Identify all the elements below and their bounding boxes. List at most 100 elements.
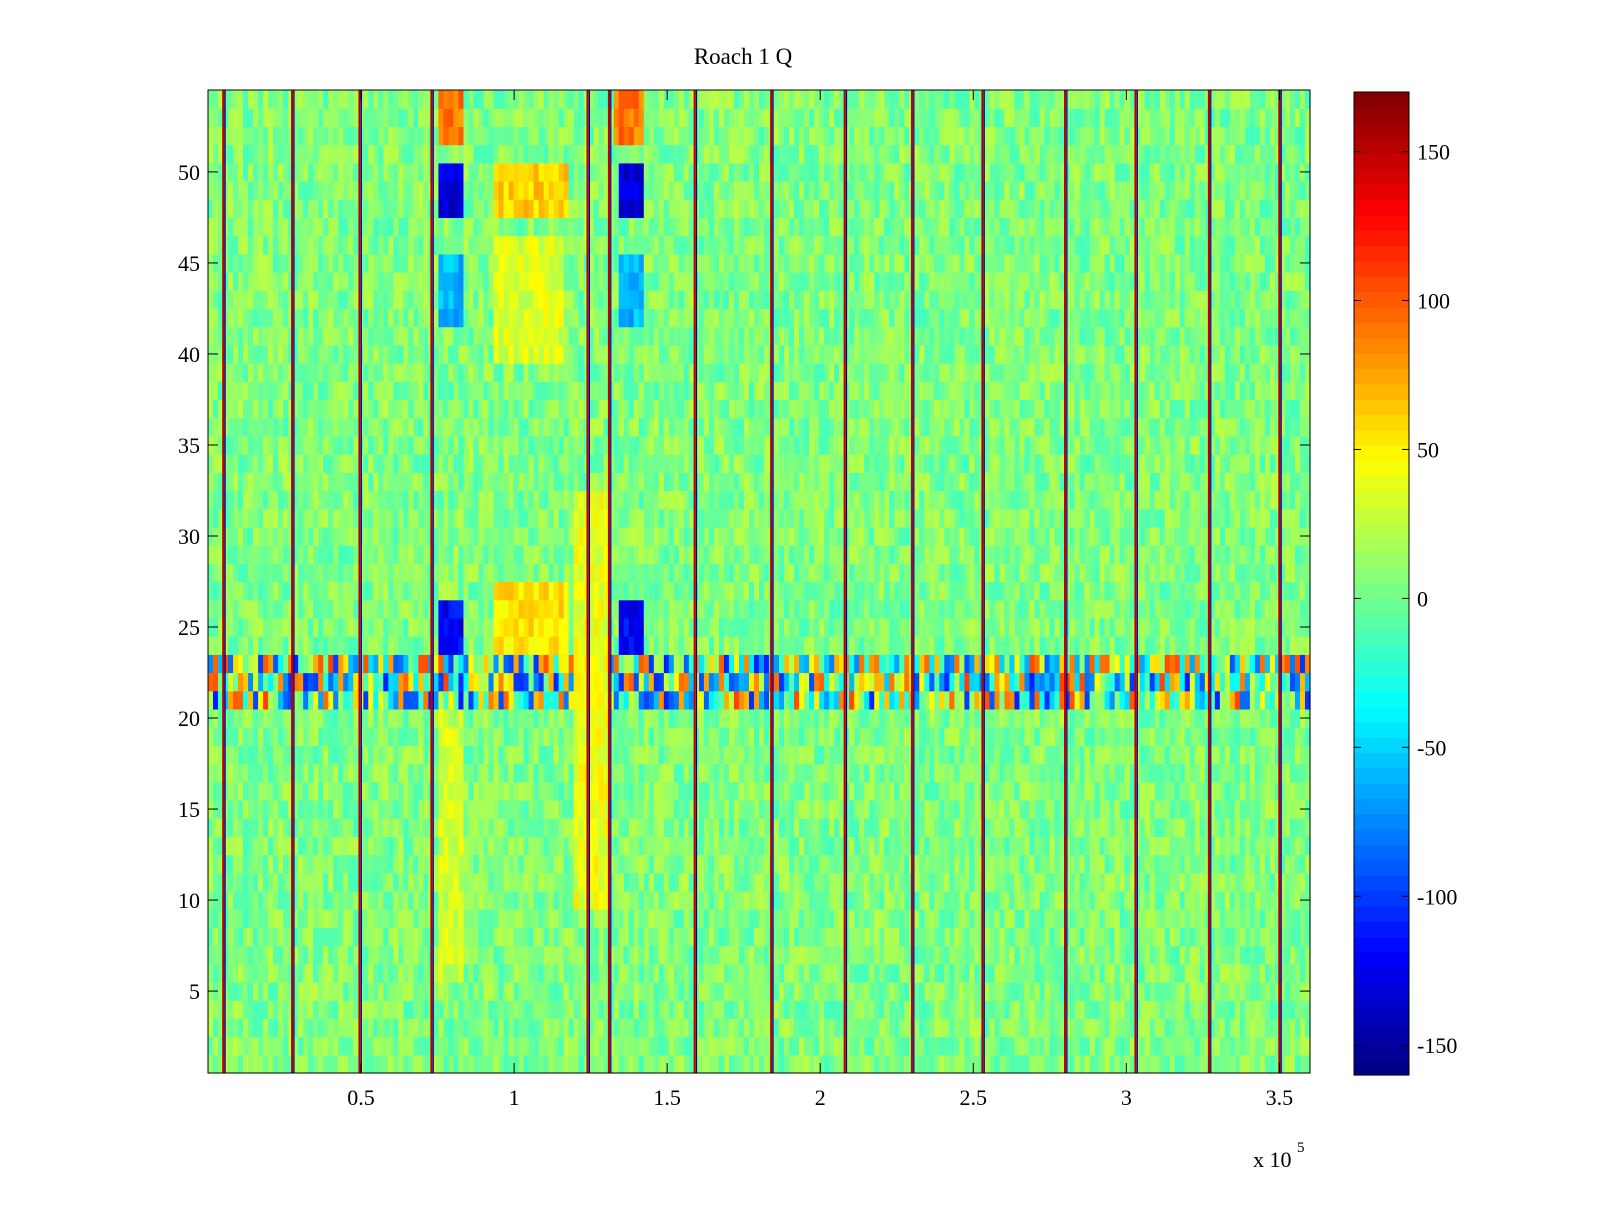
heat-cell xyxy=(368,781,374,801)
heat-cell xyxy=(713,945,720,965)
heat-cell xyxy=(1214,799,1221,819)
heat-cell xyxy=(598,836,605,856)
heat-cell xyxy=(1124,1054,1131,1074)
heat-cell xyxy=(1059,1054,1066,1074)
heat-cell xyxy=(608,872,615,892)
heat-cell xyxy=(728,909,735,928)
heat-cell xyxy=(543,708,550,728)
heat-cell xyxy=(1159,763,1166,783)
heat-cell xyxy=(994,763,1001,783)
heat-cell xyxy=(283,1036,289,1056)
heat-cell xyxy=(623,745,630,765)
heat-cell xyxy=(1294,818,1301,837)
heat-cell xyxy=(889,909,895,928)
heat-cell xyxy=(939,690,945,710)
heat-cell xyxy=(403,818,409,837)
heat-cell xyxy=(849,909,855,928)
heat-cell xyxy=(1264,981,1271,1001)
heat-cell xyxy=(453,890,460,910)
heat-cell xyxy=(303,945,309,965)
heat-cell xyxy=(1269,872,1276,892)
heat-cell xyxy=(523,890,530,910)
heat-cell xyxy=(1044,963,1051,983)
heat-cell xyxy=(999,708,1006,728)
heat-cell xyxy=(869,836,875,856)
heat-cell xyxy=(1089,872,1096,892)
heat-cell xyxy=(1054,1018,1061,1038)
heat-cell xyxy=(238,745,244,765)
heat-cell xyxy=(959,654,965,674)
heat-cell xyxy=(1179,854,1186,874)
heat-cell xyxy=(508,1018,515,1038)
heat-cell xyxy=(258,1000,264,1019)
heat-cell xyxy=(904,1036,910,1056)
heat-cell xyxy=(1259,872,1266,892)
heat-cell xyxy=(718,927,725,947)
heat-cell xyxy=(713,981,720,1001)
heat-cell xyxy=(1229,1018,1236,1038)
heat-cell xyxy=(994,945,1001,965)
heat-cell xyxy=(1079,745,1086,765)
heat-cell xyxy=(904,672,910,692)
heat-cell xyxy=(478,727,485,746)
heat-cell xyxy=(1054,872,1061,892)
heat-cell xyxy=(478,708,485,728)
heat-cell xyxy=(528,836,535,856)
heat-cell xyxy=(268,909,274,928)
heat-cell xyxy=(929,763,935,783)
heat-cell xyxy=(458,945,465,965)
heat-cell xyxy=(323,836,329,856)
heat-cell xyxy=(1224,781,1231,801)
heat-cell xyxy=(593,981,600,1001)
heat-cell xyxy=(1174,963,1181,983)
heat-cell xyxy=(748,854,755,874)
heat-cell xyxy=(1264,727,1271,746)
heat-cell xyxy=(653,927,660,947)
heat-cell xyxy=(493,981,500,1001)
heat-cell xyxy=(1024,763,1031,783)
heat-cell xyxy=(1019,836,1026,856)
heat-cell xyxy=(1044,690,1051,710)
heat-cell xyxy=(533,763,540,783)
heat-cell xyxy=(874,672,880,692)
heat-cell xyxy=(1294,727,1301,746)
heat-cell xyxy=(804,854,810,874)
heat-cell xyxy=(1244,909,1251,928)
heat-cell xyxy=(353,927,359,947)
heat-cell xyxy=(228,708,234,728)
heat-cell xyxy=(648,963,655,983)
heat-cell xyxy=(283,963,289,983)
heat-cell xyxy=(483,1036,490,1056)
heat-cell xyxy=(984,890,991,910)
heat-cell xyxy=(989,909,996,928)
heat-cell xyxy=(1129,963,1136,983)
heat-cell xyxy=(398,963,404,983)
heat-cell xyxy=(759,781,765,801)
heat-cell xyxy=(1034,909,1041,928)
heat-cell xyxy=(764,981,770,1001)
heat-cell xyxy=(899,763,905,783)
heat-cell xyxy=(959,690,965,710)
heat-cell xyxy=(784,981,790,1001)
heat-cell xyxy=(1024,781,1031,801)
heat-cell xyxy=(638,927,645,947)
heat-cell xyxy=(814,745,820,765)
heat-cell xyxy=(1209,981,1216,1001)
heat-cell xyxy=(588,799,595,819)
heat-cell xyxy=(663,836,670,856)
heat-cell xyxy=(613,927,620,947)
heat-cell xyxy=(483,763,490,783)
heat-cell xyxy=(874,1054,880,1074)
heat-cell xyxy=(223,909,229,928)
heat-cell xyxy=(233,927,239,947)
heat-cell xyxy=(713,1000,720,1019)
heat-cell xyxy=(658,854,665,874)
heat-cell xyxy=(373,799,379,819)
heat-cell xyxy=(548,909,555,928)
heat-cell xyxy=(398,1036,404,1056)
heat-cell xyxy=(448,909,455,928)
heat-cell xyxy=(278,763,284,783)
heat-cell xyxy=(1054,909,1061,928)
heat-cell xyxy=(313,890,319,910)
heat-cell xyxy=(718,708,725,728)
